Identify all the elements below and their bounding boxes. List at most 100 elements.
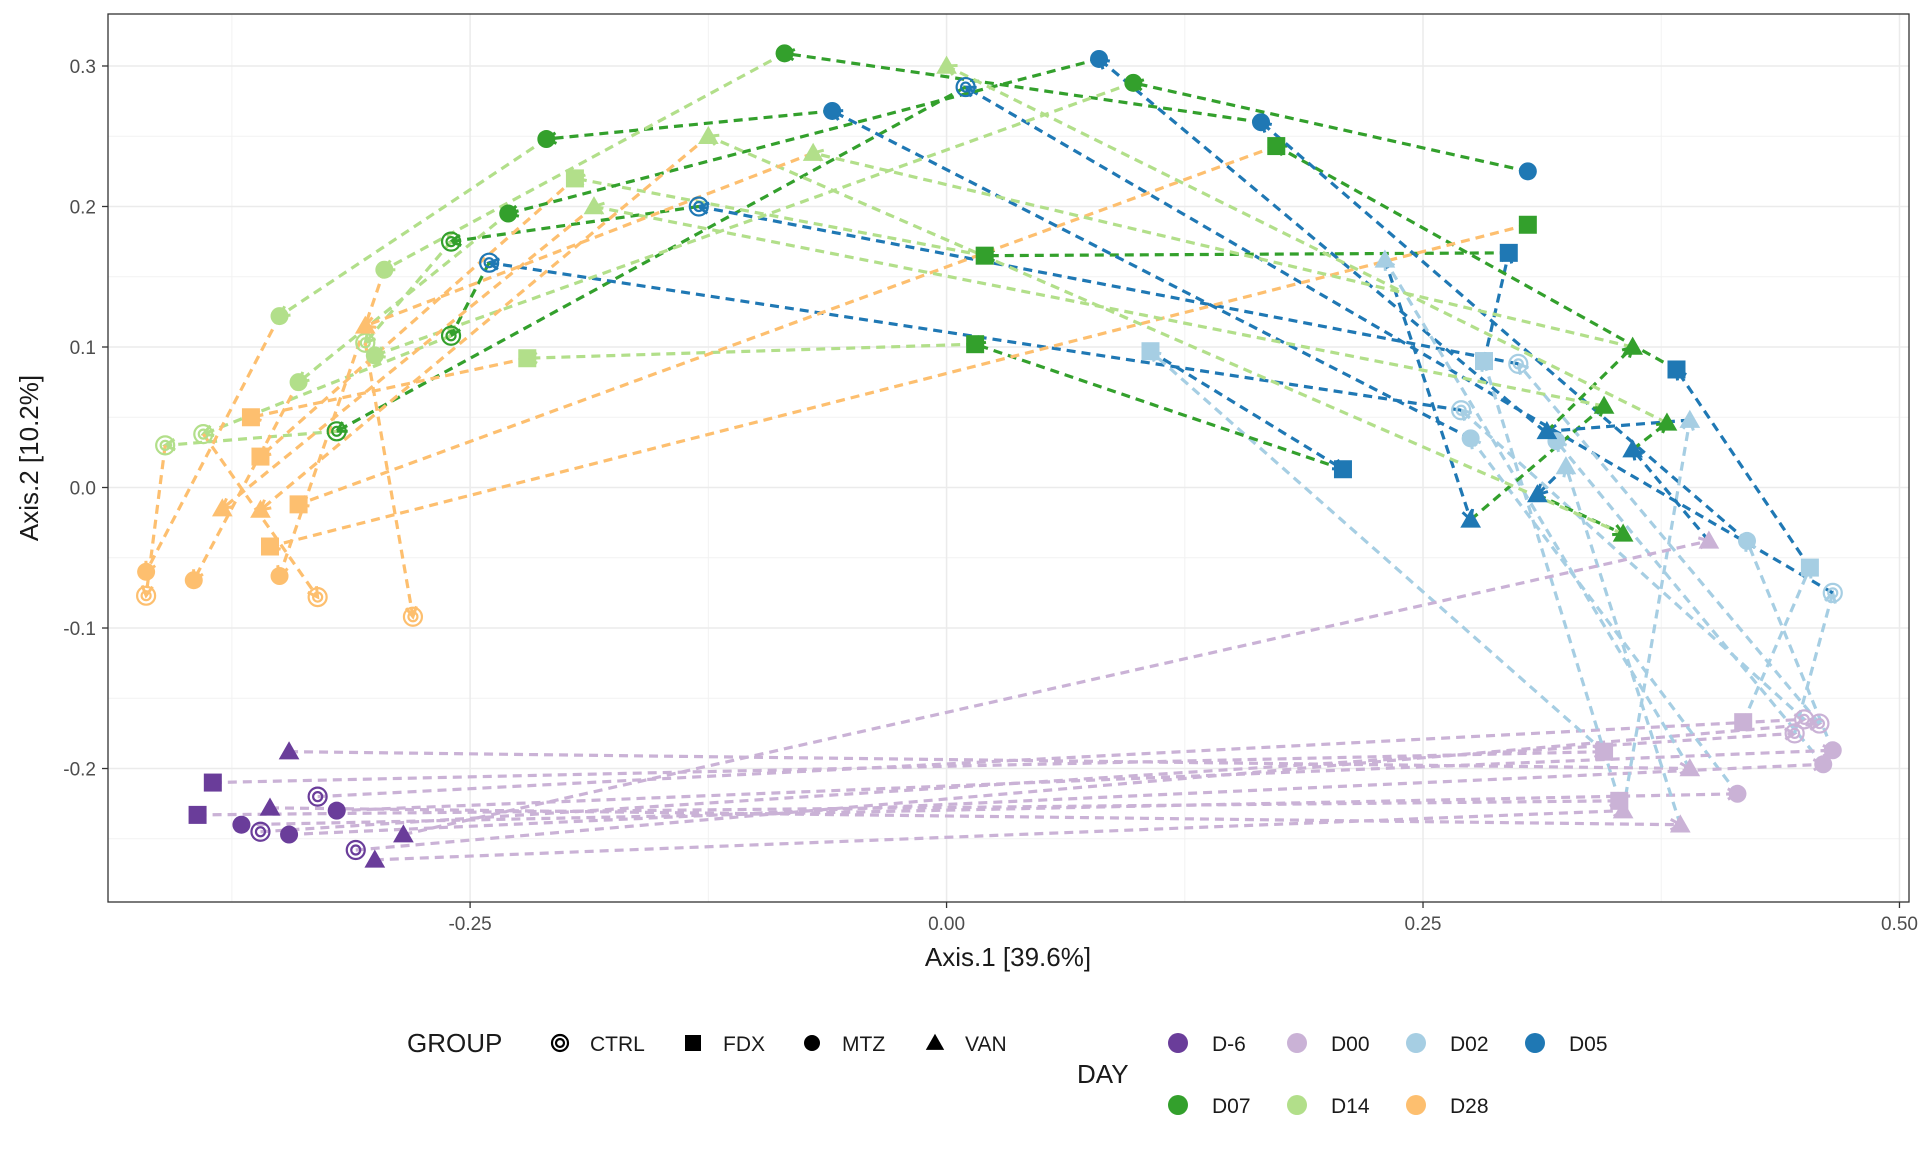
- y-tick-label: 0.1: [70, 338, 96, 359]
- data-point-van: [936, 55, 957, 74]
- data-point-van: [1536, 420, 1558, 440]
- trajectory-segment: [1555, 440, 1825, 766]
- data-point-mtz: [1461, 429, 1480, 448]
- axis-ticks: -0.25 0.00 0.25 0.50 -0.2 -0.1 0.0 0.1 0.2 0.3: [63, 57, 1918, 935]
- data-point-van: [211, 498, 233, 517]
- legend-key-day: [1287, 1033, 1307, 1053]
- data-point-van: [1612, 800, 1634, 819]
- trajectory-segment: [1545, 345, 1634, 433]
- data-point-fdx: [1734, 713, 1753, 732]
- legend-key-mtz: [804, 1035, 820, 1051]
- data-point-mtz: [137, 562, 156, 581]
- trajectory-segment: [336, 748, 1833, 813]
- trajectory-segment: [449, 261, 491, 337]
- data-point-mtz: [1090, 49, 1109, 68]
- data-point-mtz: [270, 307, 289, 326]
- trajectory-segment: [221, 205, 595, 510]
- data-point-fdx: [188, 805, 207, 824]
- legend-key-day: [1287, 1095, 1307, 1115]
- data-point-mtz: [1124, 73, 1143, 92]
- data-point-fdx: [966, 335, 985, 354]
- legend-label-day: D07: [1212, 1095, 1251, 1118]
- data-point-ctrl: [1508, 353, 1529, 374]
- data-point-ctrl: [326, 421, 347, 442]
- data-point-mtz: [232, 815, 251, 834]
- data-point-van: [1555, 456, 1577, 475]
- color-legend-title: DAY: [1077, 1059, 1129, 1089]
- trajectory-segment: [1793, 592, 1835, 734]
- trajectory-segment: [1383, 259, 1692, 770]
- y-tick-label: -0.1: [63, 619, 96, 640]
- data-point-van: [1622, 439, 1644, 458]
- legend-label-mtz: MTZ: [842, 1033, 885, 1056]
- data-point-fdx: [289, 495, 308, 514]
- data-point-van: [1679, 409, 1701, 428]
- trajectory-segment: [355, 721, 1820, 852]
- legend-key-day: [1525, 1033, 1545, 1053]
- legend-key-van: [925, 1033, 945, 1050]
- trajectory-arrowhead: [140, 584, 154, 599]
- trajectory-segment: [259, 135, 710, 512]
- legend: GROUP DAY CTRL FDX MTZ VAN D-6 D00 D02 D05 D07 D1…: [407, 1028, 1608, 1118]
- data-point-fdx: [1475, 352, 1494, 371]
- trajectory-segment: [1275, 144, 1678, 371]
- legend-label-day: D14: [1331, 1095, 1370, 1118]
- data-point-mtz: [289, 373, 308, 392]
- data-point-fdx: [1800, 558, 1819, 577]
- data-point-mtz: [1518, 162, 1537, 181]
- trajectory-segment: [192, 381, 300, 581]
- trajectory-segment: [269, 223, 1529, 549]
- data-point-fdx: [1499, 243, 1518, 262]
- trajectory-segment: [1259, 120, 1749, 543]
- trajectory-segment: [812, 151, 1634, 349]
- data-point-van: [250, 499, 271, 518]
- plot-border: [107, 13, 1910, 903]
- trajectory-segment: [707, 134, 1624, 536]
- data-point-fdx: [260, 537, 279, 556]
- data-point-van: [1374, 249, 1396, 268]
- data-point-fdx: [241, 408, 260, 427]
- data-point-ctrl: [1822, 582, 1843, 603]
- data-point-van: [354, 315, 376, 334]
- trajectory-segment: [450, 204, 700, 244]
- data-point-mtz: [280, 825, 299, 844]
- data-point-fdx: [1667, 360, 1686, 379]
- trajectory-segment: [1621, 419, 1692, 811]
- data-point-fdx: [1518, 215, 1537, 234]
- data-point-van: [1527, 484, 1548, 503]
- data-point-fdx: [1333, 460, 1352, 479]
- trajectory-segment: [317, 717, 1805, 799]
- trajectory-segment: [1675, 368, 1812, 569]
- data-point-van: [278, 741, 300, 760]
- data-point-ctrl: [136, 585, 157, 606]
- legend-label-fdx: FDX: [723, 1033, 765, 1056]
- data-point-mtz: [184, 571, 203, 590]
- x-tick-label: 0.50: [1881, 914, 1918, 935]
- shape-legend-title: GROUP: [407, 1028, 502, 1058]
- trajectory-arrowhead: [307, 586, 320, 600]
- data-point-mtz: [537, 130, 556, 149]
- trajectory-segment: [1741, 566, 1812, 723]
- data-point-mtz: [1252, 113, 1271, 132]
- trajectory-segment: [374, 809, 1624, 862]
- legend-key-day: [1168, 1033, 1188, 1053]
- data-point-mtz: [365, 346, 384, 365]
- legend-key-day: [1406, 1095, 1426, 1115]
- trajectory-segment: [278, 137, 548, 318]
- data-point-van: [1460, 509, 1482, 528]
- trajectory-segment: [364, 151, 814, 328]
- trajectory-segment: [289, 750, 1690, 771]
- trajectory-segment: [507, 57, 1100, 216]
- legend-label-van: VAN: [965, 1033, 1007, 1056]
- data-point-ctrl: [440, 325, 462, 346]
- data-point-mtz: [270, 567, 289, 586]
- legend-key-fdx: [685, 1035, 701, 1051]
- data-point-van: [583, 196, 605, 215]
- data-point-ctrl: [1784, 723, 1805, 744]
- data-point-mtz: [775, 44, 794, 63]
- trajectory-segment: [403, 539, 1710, 837]
- legend-key-day: [1168, 1095, 1188, 1115]
- data-point-fdx: [1267, 137, 1286, 156]
- trajectory-segment: [1149, 349, 1344, 471]
- data-point-mtz: [327, 801, 346, 820]
